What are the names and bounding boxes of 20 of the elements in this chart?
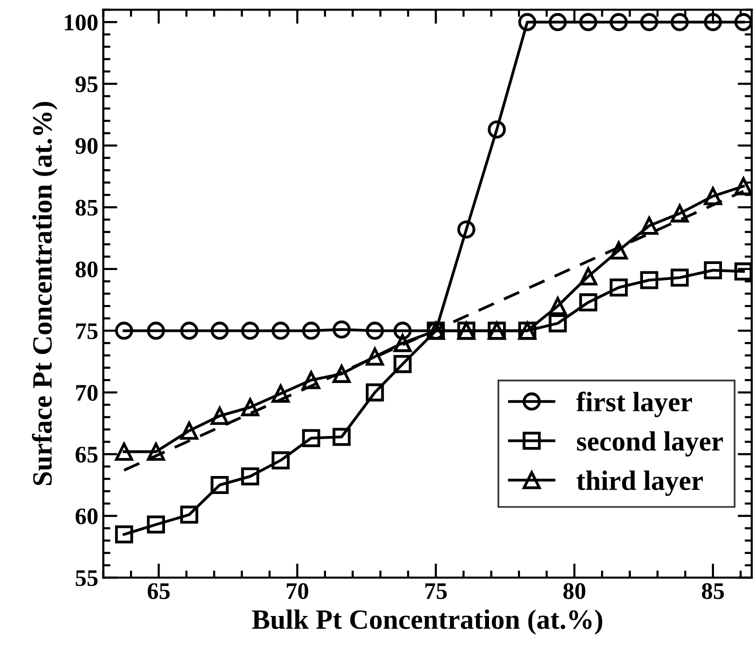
legend-label: second layer [576, 431, 723, 456]
y-axis-title: Surface Pt Concentration (at.%) [32, 102, 58, 486]
y-tick-label: 55 [76, 570, 98, 586]
x-tick-label: 70 [286, 583, 308, 600]
y-tick-label: 75 [76, 323, 98, 340]
y-tick-label: 65 [76, 446, 98, 463]
y-tick-label: 95 [75, 76, 98, 92]
x-tick-label: 80 [563, 583, 586, 600]
x-tick-label: 75 [425, 583, 447, 600]
y-tick-label: 60 [76, 508, 98, 524]
y-tick-label: 70 [76, 384, 98, 401]
x-tick-label: 65 [148, 583, 170, 600]
legend-label: third layer [576, 470, 703, 496]
legend-label: first layer [576, 392, 692, 418]
y-tick-label: 90 [75, 138, 98, 154]
y-tick-label: 100 [64, 14, 98, 31]
y-tick-label: 80 [76, 261, 98, 278]
x-axis-title: Bulk Pt Concentration (at.%) [252, 609, 602, 635]
x-tick-label: 85 [702, 583, 724, 600]
y-tick-label: 85 [76, 200, 98, 216]
